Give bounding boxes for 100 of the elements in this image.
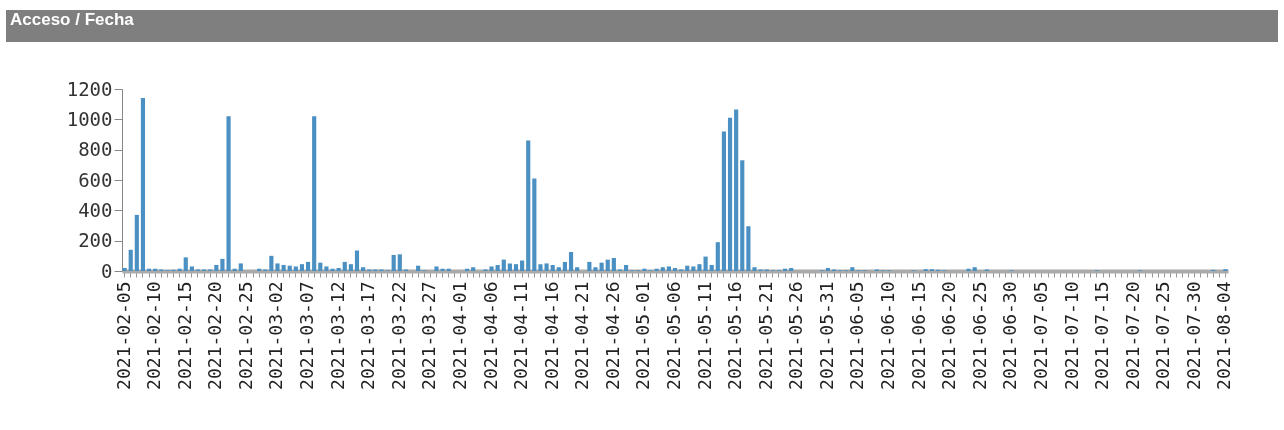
- x-tick-label: 2021-03-02: [265, 281, 287, 390]
- bar: [501, 259, 506, 271]
- bar: [299, 264, 305, 271]
- x-tick-label: 2021-03-27: [418, 281, 440, 390]
- x-tick-label: 2021-08-04: [1213, 281, 1235, 390]
- y-tick-label: 800: [78, 138, 113, 161]
- bar: [140, 98, 146, 271]
- bar: [281, 264, 286, 271]
- x-tick-label: 2021-07-25: [1152, 281, 1174, 390]
- x-tick-label: 2021-06-20: [938, 281, 960, 390]
- y-tick-label: 0: [101, 259, 113, 282]
- bar: [354, 250, 360, 271]
- bar: [293, 266, 298, 271]
- bar: [275, 263, 280, 271]
- bar: [532, 178, 537, 271]
- bar: [611, 258, 616, 271]
- x-tick-label: 2021-07-15: [1091, 281, 1113, 390]
- y-tick-label: 200: [78, 229, 113, 252]
- x-tick-label: 2021-04-06: [479, 281, 501, 390]
- bar: [361, 267, 366, 271]
- bar: [330, 268, 335, 271]
- x-tick-label: 2021-07-05: [1029, 281, 1051, 390]
- x-tick-label: 2021-06-05: [846, 281, 868, 390]
- bar: [972, 267, 977, 271]
- bar: [746, 226, 751, 271]
- x-tick-label: 2021-03-07: [296, 281, 318, 390]
- bar: [672, 267, 678, 271]
- bar: [336, 267, 341, 271]
- x-tick-label: 2021-05-06: [663, 281, 684, 390]
- bar: [605, 259, 610, 271]
- x-tick-label: 2021-05-31: [815, 281, 837, 390]
- bar: [691, 266, 696, 271]
- x-tick-label: 2021-07-10: [1060, 281, 1082, 390]
- x-tick-label: 2021-03-17: [357, 281, 379, 390]
- x-tick-label: 2021-04-16: [540, 281, 562, 390]
- y-tick-label: 600: [78, 168, 113, 191]
- bar: [666, 266, 671, 271]
- x-tick-label: 2021-05-21: [754, 281, 776, 390]
- bar: [660, 267, 665, 271]
- bar: [342, 261, 347, 271]
- bar: [391, 255, 396, 271]
- bar: [489, 266, 494, 271]
- bar: [507, 263, 512, 271]
- y-tick-label: 400: [78, 198, 113, 221]
- bar: [269, 255, 274, 271]
- bar: [526, 140, 531, 271]
- x-tick-label: 2021-04-26: [601, 281, 623, 390]
- bar: [416, 265, 421, 271]
- chart-title: Acceso / Fecha: [6, 10, 1278, 42]
- x-tick-label: 2021-06-25: [968, 281, 990, 390]
- x-tick-label: 2021-02-25: [234, 281, 256, 390]
- x-tick-label: 2021-05-26: [785, 281, 807, 390]
- x-tick-label: 2021-02-10: [143, 281, 165, 390]
- x-tick-label: 2021-06-10: [877, 281, 899, 390]
- bar: [550, 264, 555, 271]
- bar: [287, 265, 292, 271]
- bar: [568, 252, 574, 271]
- bar: [122, 267, 127, 271]
- bar: [513, 264, 519, 271]
- bar: [715, 242, 720, 271]
- bar: [318, 262, 323, 271]
- bar: [214, 264, 219, 271]
- x-tick-label: 2021-07-20: [1121, 281, 1143, 390]
- bar: [575, 267, 580, 271]
- bar: [740, 160, 745, 271]
- bar: [134, 214, 139, 271]
- bar: [238, 263, 243, 271]
- bar: [189, 266, 194, 271]
- bar: [324, 266, 329, 271]
- bar: [562, 261, 567, 271]
- bar: [599, 262, 604, 271]
- x-tick-label: 2021-06-30: [999, 281, 1021, 390]
- bar: [789, 267, 794, 271]
- bar: [685, 265, 690, 271]
- bar: [305, 261, 311, 271]
- x-tick-label: 2021-03-12: [326, 281, 348, 390]
- x-tick-label: 2021-07-30: [1182, 281, 1204, 390]
- bar: [587, 261, 592, 271]
- x-tick-label: 2021-03-22: [387, 281, 409, 390]
- bar: [556, 267, 561, 271]
- x-tick-label: 2021-02-20: [204, 281, 226, 390]
- bar: [721, 131, 726, 271]
- x-tick-label: 2021-04-21: [571, 281, 593, 390]
- bar: [183, 257, 188, 271]
- y-tick-label: 1200: [66, 77, 113, 100]
- x-tick-label: 2021-04-11: [510, 281, 532, 390]
- bar: [495, 264, 500, 271]
- bar: [520, 260, 525, 271]
- x-tick-label: 2021-02-15: [173, 281, 195, 390]
- x-tick-label: 2021-06-15: [907, 281, 929, 390]
- x-tick-label: 2021-04-01: [448, 281, 470, 390]
- bar: [348, 264, 353, 271]
- bar: [624, 264, 629, 271]
- bar: [850, 267, 855, 271]
- bar: [709, 264, 714, 271]
- bar: [734, 109, 739, 271]
- bar: [128, 249, 133, 271]
- x-tick-label: 2021-05-16: [724, 281, 746, 390]
- bar: [727, 117, 733, 271]
- bar: [825, 267, 830, 271]
